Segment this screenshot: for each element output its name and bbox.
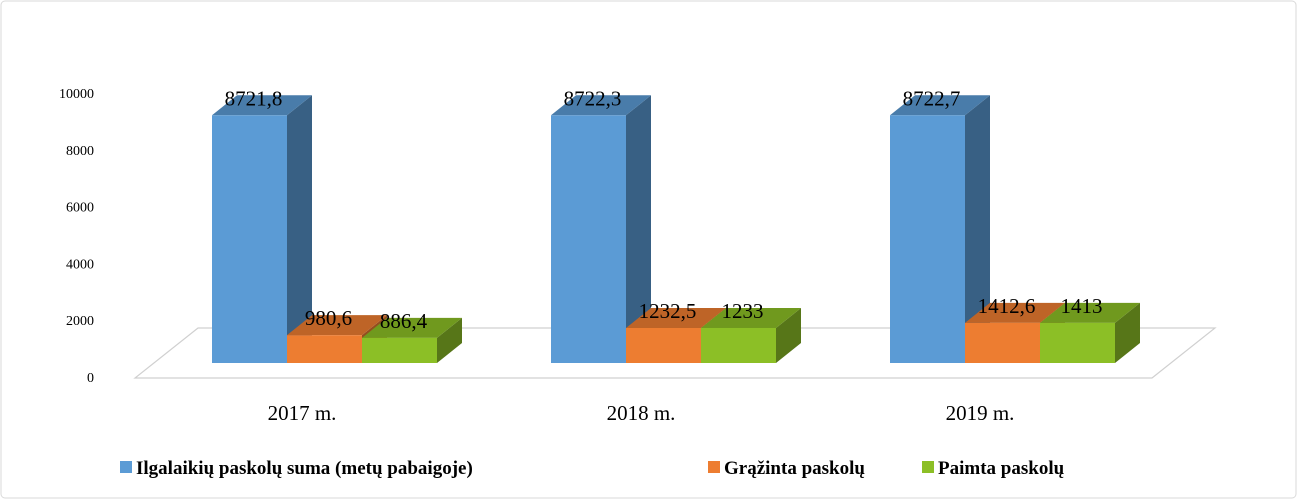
value-label: 886,4: [380, 309, 428, 333]
floor: [133, 327, 1217, 379]
bar-top: [551, 95, 651, 116]
legend-swatch: [708, 461, 720, 473]
value-label: 1413: [1061, 294, 1103, 318]
bar-side: [1115, 302, 1140, 363]
bar: [701, 327, 776, 363]
bar: [1040, 322, 1115, 363]
bar: [626, 327, 701, 363]
bar-side: [965, 95, 990, 363]
bar-side: [437, 317, 462, 363]
bar-top: [362, 317, 462, 338]
bar-side: [776, 307, 801, 363]
bar: [551, 115, 626, 363]
bar: [890, 115, 965, 363]
bar: [212, 115, 287, 364]
bar: [965, 322, 1040, 363]
bar-top: [212, 95, 312, 116]
bar-top: [890, 95, 990, 116]
bar: [287, 335, 362, 363]
bar-top: [287, 315, 387, 336]
y-tick-label: 2000: [66, 314, 94, 329]
legend-label: Ilgalaikių paskolų suma (metų pabaigoje): [136, 458, 473, 479]
legend-swatch: [120, 461, 132, 473]
value-label: 8722,7: [903, 86, 961, 110]
x-tick-label: 2019 m.: [946, 401, 1015, 425]
value-label: 1232,5: [639, 299, 697, 323]
bar-side: [626, 95, 651, 363]
y-tick-label: 6000: [66, 201, 94, 216]
bar-top: [626, 307, 726, 328]
value-label: 980,6: [305, 306, 352, 330]
legend-swatch: [922, 461, 934, 473]
x-tick-label: 2017 m.: [268, 401, 337, 425]
value-label: 1233: [722, 299, 764, 323]
value-label: 1412,6: [978, 294, 1036, 318]
bar-top: [701, 307, 801, 328]
legend-label: Grąžinta paskolų: [724, 458, 865, 479]
y-tick-label: 10000: [59, 87, 94, 102]
bar-top: [965, 302, 1065, 323]
value-label: 8722,3: [564, 86, 622, 110]
y-tick-label: 4000: [66, 257, 94, 272]
value-label: 8721,8: [225, 86, 283, 110]
y-tick-label: 0: [87, 371, 94, 386]
x-tick-label: 2018 m.: [607, 401, 676, 425]
bar: [362, 337, 437, 363]
y-tick-label: 8000: [66, 144, 94, 159]
bar-side: [287, 95, 312, 364]
bar-top: [1040, 302, 1140, 323]
legend-label: Paimta paskolų: [938, 458, 1065, 479]
